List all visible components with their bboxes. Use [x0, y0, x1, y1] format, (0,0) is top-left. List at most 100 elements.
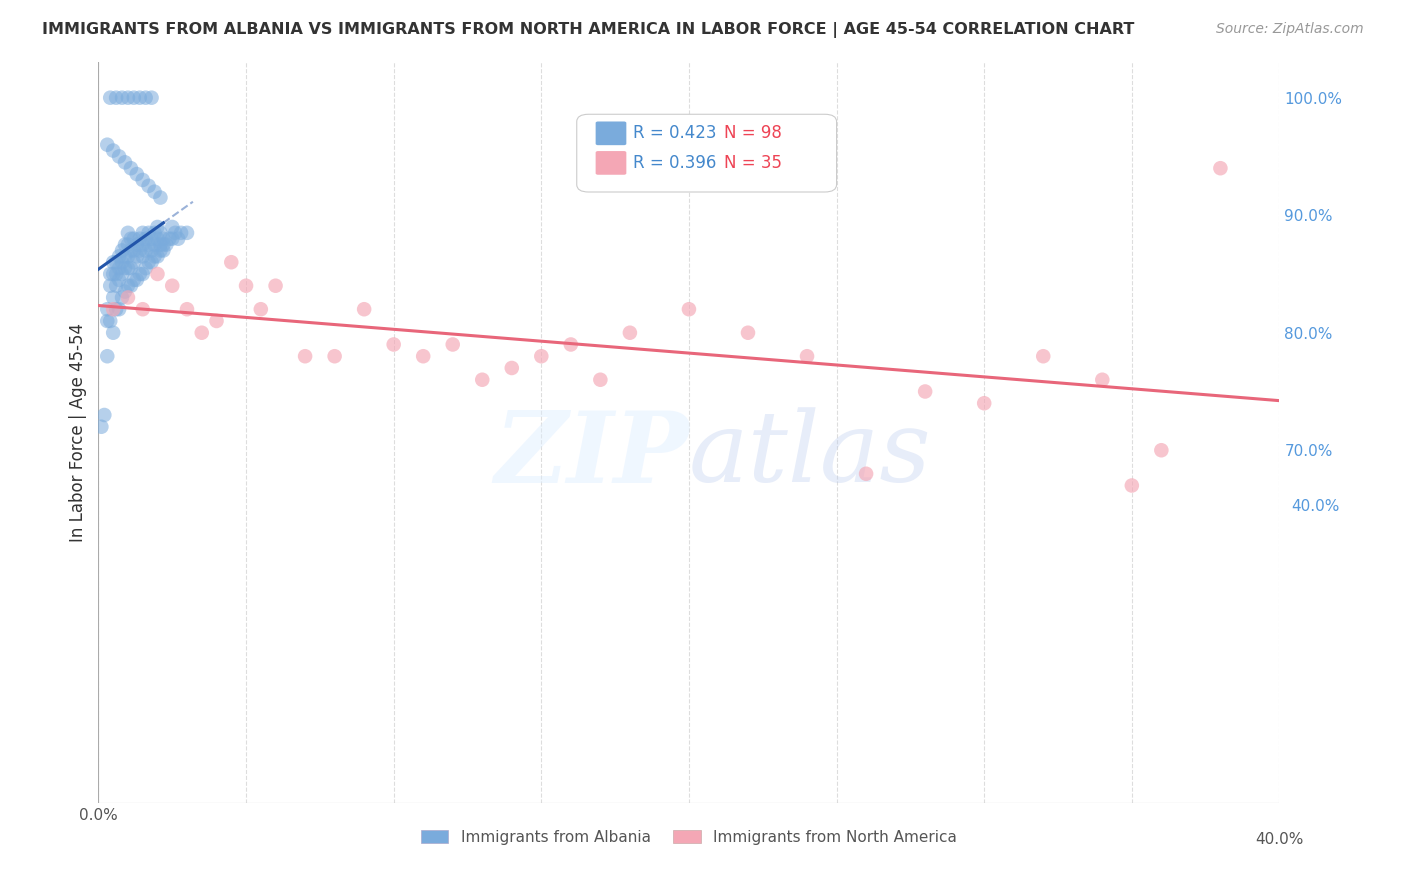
Point — [98, 91, 121, 105]
Point — [138, 226, 160, 240]
Point — [125, 237, 148, 252]
Text: 40.0%: 40.0% — [1256, 832, 1303, 847]
Point — [114, 261, 136, 276]
Point — [855, 467, 877, 481]
Point — [111, 255, 134, 269]
Point — [149, 244, 172, 258]
Point — [264, 278, 287, 293]
Point — [146, 267, 169, 281]
Point — [412, 349, 434, 363]
Point — [132, 302, 155, 317]
Point — [117, 278, 139, 293]
Point — [125, 249, 148, 263]
Point — [560, 337, 582, 351]
FancyBboxPatch shape — [576, 114, 837, 192]
Point — [105, 267, 128, 281]
Point — [96, 349, 118, 363]
Point — [132, 173, 155, 187]
Text: 40.0%: 40.0% — [1291, 500, 1340, 514]
Point — [114, 155, 136, 169]
FancyBboxPatch shape — [596, 151, 626, 175]
Point — [122, 91, 145, 105]
Point — [167, 232, 190, 246]
Point — [128, 244, 150, 258]
Point — [155, 237, 177, 252]
Point — [120, 278, 142, 293]
Point — [98, 267, 121, 281]
Point — [128, 267, 150, 281]
Point — [191, 326, 214, 340]
Point — [176, 302, 198, 317]
Point — [530, 349, 553, 363]
Point — [117, 249, 139, 263]
Point — [111, 244, 134, 258]
Point — [1209, 161, 1232, 176]
Point — [125, 167, 148, 181]
Point — [96, 137, 118, 152]
Point — [353, 302, 375, 317]
Point — [98, 314, 121, 328]
Point — [98, 278, 121, 293]
Point — [141, 91, 163, 105]
Point — [125, 273, 148, 287]
Point — [105, 91, 128, 105]
Point — [149, 191, 172, 205]
Point — [323, 349, 346, 363]
Point — [619, 326, 641, 340]
Point — [152, 237, 174, 252]
Point — [135, 91, 157, 105]
Point — [205, 314, 228, 328]
Point — [135, 261, 157, 276]
Point — [108, 149, 131, 163]
Point — [108, 273, 131, 287]
Point — [149, 226, 172, 240]
Text: R = 0.423: R = 0.423 — [634, 124, 717, 143]
Point — [120, 261, 142, 276]
Point — [120, 244, 142, 258]
Point — [221, 255, 243, 269]
Point — [120, 232, 142, 246]
Point — [111, 290, 134, 304]
Point — [143, 185, 166, 199]
Point — [135, 244, 157, 258]
Text: N = 98: N = 98 — [724, 124, 782, 143]
Point — [122, 232, 145, 246]
Point — [143, 226, 166, 240]
Point — [441, 337, 464, 351]
Point — [162, 232, 183, 246]
Point — [143, 237, 166, 252]
Point — [149, 237, 172, 252]
Text: IMMIGRANTS FROM ALBANIA VS IMMIGRANTS FROM NORTH AMERICA IN LABOR FORCE | AGE 45: IMMIGRANTS FROM ALBANIA VS IMMIGRANTS FR… — [42, 22, 1135, 38]
Point — [93, 408, 115, 422]
Point — [152, 244, 174, 258]
Point — [105, 255, 128, 269]
Point — [120, 161, 142, 176]
Point — [1121, 478, 1143, 492]
Point — [176, 226, 198, 240]
Point — [122, 255, 145, 269]
Point — [250, 302, 273, 317]
Point — [294, 349, 316, 363]
Text: atlas: atlas — [689, 407, 932, 502]
Point — [737, 326, 759, 340]
Point — [96, 302, 118, 317]
Point — [117, 290, 139, 304]
Point — [103, 290, 125, 304]
Point — [141, 255, 163, 269]
Text: N = 35: N = 35 — [724, 154, 782, 172]
Point — [132, 267, 155, 281]
Point — [471, 373, 494, 387]
Point — [122, 244, 145, 258]
Point — [114, 285, 136, 299]
Point — [914, 384, 936, 399]
Text: ZIP: ZIP — [494, 407, 689, 503]
Point — [117, 237, 139, 252]
Point — [143, 249, 166, 263]
Legend: Immigrants from Albania, Immigrants from North America: Immigrants from Albania, Immigrants from… — [415, 823, 963, 851]
Point — [135, 232, 157, 246]
Point — [146, 249, 169, 263]
Point — [111, 267, 134, 281]
Point — [117, 261, 139, 276]
Point — [1150, 443, 1173, 458]
Point — [138, 255, 160, 269]
